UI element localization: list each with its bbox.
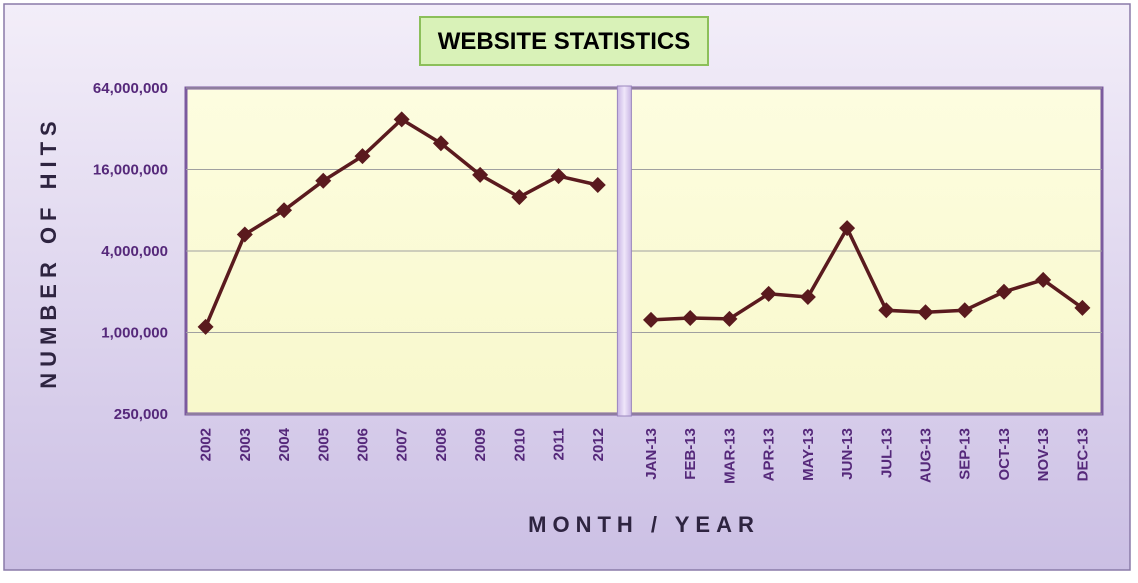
x-tick-label: JUN-13 bbox=[839, 428, 856, 480]
x-tick-label: 2007 bbox=[394, 428, 411, 461]
title-box bbox=[419, 16, 709, 66]
y-tick-label: 1,000,000 bbox=[101, 325, 168, 342]
data-point bbox=[354, 148, 371, 165]
data-point bbox=[995, 283, 1012, 300]
x-tick-label: 2008 bbox=[433, 428, 450, 461]
x-tick-label: 2011 bbox=[551, 428, 568, 461]
x-tick-label: JUL-13 bbox=[878, 428, 895, 478]
data-point bbox=[760, 285, 777, 302]
y-tick-label: 16,000,000 bbox=[93, 162, 168, 179]
x-tick-label: 2012 bbox=[590, 428, 607, 461]
data-point bbox=[511, 189, 528, 206]
y-tick-label: 4,000,000 bbox=[101, 243, 168, 260]
data-point bbox=[839, 220, 856, 237]
x-tick-label: 2006 bbox=[354, 428, 371, 461]
x-tick-label: SEP-13 bbox=[957, 428, 974, 480]
data-point bbox=[878, 302, 895, 319]
x-tick-label: 2003 bbox=[237, 428, 254, 461]
data-point bbox=[550, 168, 567, 185]
x-tick-label: 2005 bbox=[315, 428, 332, 461]
y-tick-label: 250,000 bbox=[114, 406, 168, 423]
x-tick-label: NOV-13 bbox=[1035, 428, 1052, 481]
data-point bbox=[799, 288, 816, 305]
x-tick-label: 2009 bbox=[472, 428, 489, 461]
x-tick-label: OCT-13 bbox=[996, 428, 1013, 481]
x-tick-label: MAR-13 bbox=[721, 428, 738, 484]
x-tick-label: DEC-13 bbox=[1074, 428, 1091, 481]
data-point bbox=[276, 202, 293, 219]
x-tick-label: AUG-13 bbox=[918, 428, 935, 483]
data-point bbox=[393, 111, 410, 128]
x-tick-label: MAY-13 bbox=[800, 428, 817, 481]
x-tick-label: 2010 bbox=[511, 428, 528, 461]
data-point bbox=[589, 176, 606, 193]
x-tick-label: 2004 bbox=[276, 427, 293, 461]
data-point bbox=[682, 309, 699, 326]
data-point bbox=[721, 310, 738, 327]
data-point bbox=[1035, 271, 1052, 288]
separator bbox=[616, 85, 632, 417]
x-tick-label: JAN-13 bbox=[643, 428, 660, 480]
data-point bbox=[643, 311, 659, 328]
data-point bbox=[432, 135, 449, 152]
x-tick-label: 2002 bbox=[198, 428, 215, 461]
x-tick-label: APR-13 bbox=[761, 428, 778, 481]
y-axis-title: NUMBER OF HITS bbox=[36, 115, 61, 388]
chart-title: WEBSITE STATISTICS bbox=[438, 28, 690, 55]
x-tick-label: FEB-13 bbox=[682, 428, 699, 480]
data-point bbox=[917, 304, 934, 321]
data-point bbox=[956, 302, 973, 319]
data-point bbox=[315, 172, 332, 189]
data-point bbox=[236, 226, 253, 243]
data-point bbox=[1074, 299, 1091, 316]
data-point bbox=[197, 318, 214, 335]
y-tick-label: 64,000,000 bbox=[93, 80, 168, 97]
data-point bbox=[472, 166, 489, 183]
x-axis-title: MONTH / YEAR bbox=[528, 512, 760, 537]
